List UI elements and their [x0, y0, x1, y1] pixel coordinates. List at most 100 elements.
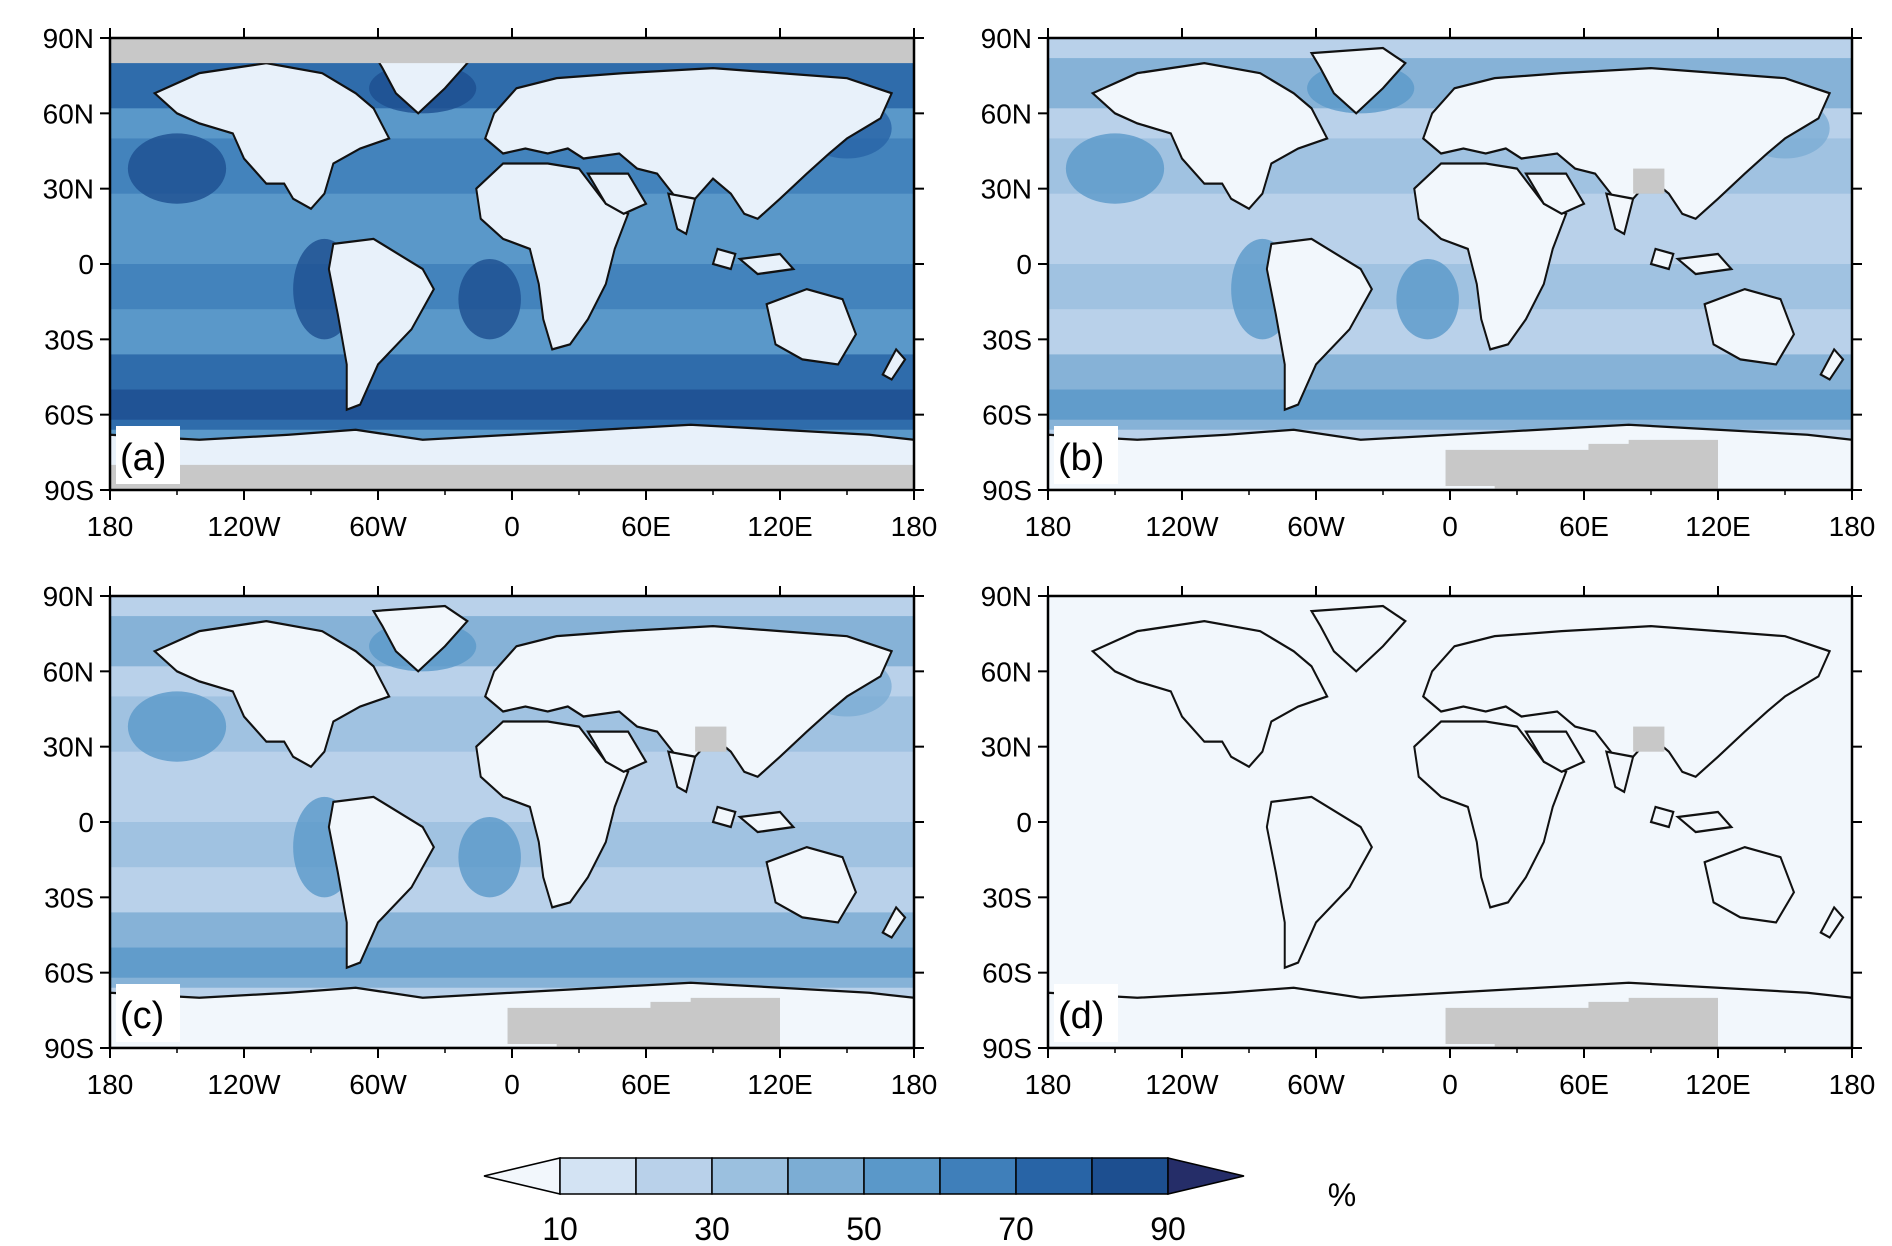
- lat-tick-label: 60N: [981, 656, 1032, 687]
- lon-tick-label: 180: [891, 511, 938, 542]
- colorbar-label: 90: [1150, 1211, 1186, 1246]
- contour-band: [1048, 389, 1852, 420]
- lat-tick-label: 90S: [44, 1033, 94, 1064]
- contour-blob: [458, 258, 521, 340]
- lat-tick-label: 60N: [43, 98, 94, 129]
- missing-data-antarctica: [507, 997, 780, 1048]
- colorbar: 10 30 50 70 90: [483, 1157, 1245, 1246]
- missing-data-tibet: [1633, 726, 1665, 752]
- panel-label: (c): [120, 995, 164, 1037]
- lon-tick-label: 180: [1025, 1069, 1072, 1100]
- lon-tick-label: 0: [504, 511, 520, 542]
- colorbar-label: 30: [694, 1211, 730, 1246]
- units-label: %: [1328, 1177, 1356, 1213]
- lon-tick-label: 60E: [621, 1069, 671, 1100]
- lat-tick-label: 0: [1016, 807, 1032, 838]
- lat-tick-label: 30S: [44, 324, 94, 355]
- lon-tick-label: 60E: [621, 511, 671, 542]
- map-panel: 90N 60N 30N 0 30S 60S 90S 180 120W 60W 0 60E 120E 180…: [43, 581, 938, 1100]
- colorbar-segment: [711, 1157, 789, 1195]
- lat-tick-label: 90N: [43, 23, 94, 54]
- contour-blob: [1065, 133, 1165, 204]
- lon-tick-label: 60W: [1287, 1069, 1345, 1100]
- lat-tick-label: 0: [78, 807, 94, 838]
- lon-tick-label: 180: [87, 1069, 134, 1100]
- colorbar-min-triangle: [483, 1157, 561, 1195]
- lat-tick-label: 60S: [982, 958, 1032, 989]
- colorbar-label: 70: [998, 1211, 1034, 1246]
- lon-tick-label: 60E: [1559, 1069, 1609, 1100]
- lat-tick-label: 30S: [44, 882, 94, 913]
- lat-tick-label: 30N: [981, 174, 1032, 205]
- lon-tick-label: 120W: [207, 511, 281, 542]
- missing-data-tibet: [1633, 168, 1665, 194]
- lat-tick-label: 90N: [981, 23, 1032, 54]
- colorbar-label: 50: [846, 1211, 882, 1246]
- lat-tick-label: 60N: [43, 656, 94, 687]
- contour-band: [110, 389, 914, 420]
- lat-tick-label: 0: [78, 249, 94, 280]
- map-panels: 90N 60N 30N 0 30S 60S 90S 180 120W 60W 0 60E 120E 180…: [43, 23, 1876, 1100]
- panel-label-box: [116, 426, 180, 484]
- missing-data-antarctica: [1445, 997, 1718, 1048]
- panel-label: (b): [1058, 437, 1104, 479]
- colorbar-segment: [1091, 1157, 1169, 1195]
- colorbar-segment: [939, 1157, 1017, 1195]
- lon-tick-label: 120E: [747, 511, 812, 542]
- panel-label-box: [1054, 984, 1118, 1042]
- lon-tick-label: 120W: [207, 1069, 281, 1100]
- lon-tick-label: 180: [1829, 511, 1876, 542]
- lat-tick-label: 30S: [982, 882, 1032, 913]
- lat-tick-label: 90N: [43, 581, 94, 612]
- lat-tick-label: 0: [1016, 249, 1032, 280]
- lat-tick-label: 30N: [43, 732, 94, 763]
- lon-tick-label: 120E: [747, 1069, 812, 1100]
- lat-tick-label: 90N: [981, 581, 1032, 612]
- lon-tick-label: 180: [891, 1069, 938, 1100]
- lat-tick-label: 90S: [44, 475, 94, 506]
- colorbar-segment: [559, 1157, 637, 1195]
- colorbar-segment: [787, 1157, 865, 1195]
- lon-tick-label: 60W: [1287, 511, 1345, 542]
- lon-tick-label: 180: [1025, 511, 1072, 542]
- contour-blob: [127, 691, 227, 762]
- missing-data-arctic: [110, 38, 914, 64]
- map-panel: 90N 60N 30N 0 30S 60S 90S 180 120W 60W 0 60E 120E 180…: [981, 581, 1876, 1100]
- colorbar-segment: [635, 1157, 713, 1195]
- panel-label: (d): [1058, 995, 1104, 1037]
- lon-tick-label: 120E: [1685, 511, 1750, 542]
- lon-tick-label: 0: [1442, 511, 1458, 542]
- colorbar-label: 10: [542, 1211, 578, 1246]
- contour-blob: [1396, 258, 1459, 340]
- contour-blob: [127, 133, 227, 204]
- missing-data-antarctic: [110, 464, 914, 490]
- lat-tick-label: 30S: [982, 324, 1032, 355]
- lat-tick-label: 60S: [44, 400, 94, 431]
- missing-data-antarctica: [1445, 439, 1718, 490]
- colorbar-segment: [863, 1157, 941, 1195]
- lat-tick-label: 90S: [982, 475, 1032, 506]
- lat-tick-label: 30N: [981, 732, 1032, 763]
- lat-tick-label: 60N: [981, 98, 1032, 129]
- lon-tick-label: 0: [504, 1069, 520, 1100]
- lon-tick-label: 120W: [1145, 511, 1219, 542]
- lat-tick-label: 60S: [44, 958, 94, 989]
- lat-tick-label: 90S: [982, 1033, 1032, 1064]
- colorbar-segment: [1015, 1157, 1093, 1195]
- lon-tick-label: 120E: [1685, 1069, 1750, 1100]
- lon-tick-label: 60W: [349, 511, 407, 542]
- lat-tick-label: 30N: [43, 174, 94, 205]
- missing-data-tibet: [695, 726, 727, 752]
- lon-tick-label: 180: [1829, 1069, 1876, 1100]
- lon-tick-label: 60W: [349, 1069, 407, 1100]
- panel-label: (a): [120, 437, 166, 479]
- map-panel: 90N 60N 30N 0 30S 60S 90S 180 120W 60W 0 60E 120E 180…: [43, 23, 938, 542]
- panel-label-box: [116, 984, 180, 1042]
- map-panel: 90N 60N 30N 0 30S 60S 90S 180 120W 60W 0 60E 120E 180…: [981, 23, 1876, 542]
- contour-blob: [458, 816, 521, 898]
- colorbar-max-triangle: [1167, 1157, 1245, 1195]
- lon-tick-label: 180: [87, 511, 134, 542]
- lat-tick-label: 60S: [982, 400, 1032, 431]
- panel-label-box: [1054, 426, 1118, 484]
